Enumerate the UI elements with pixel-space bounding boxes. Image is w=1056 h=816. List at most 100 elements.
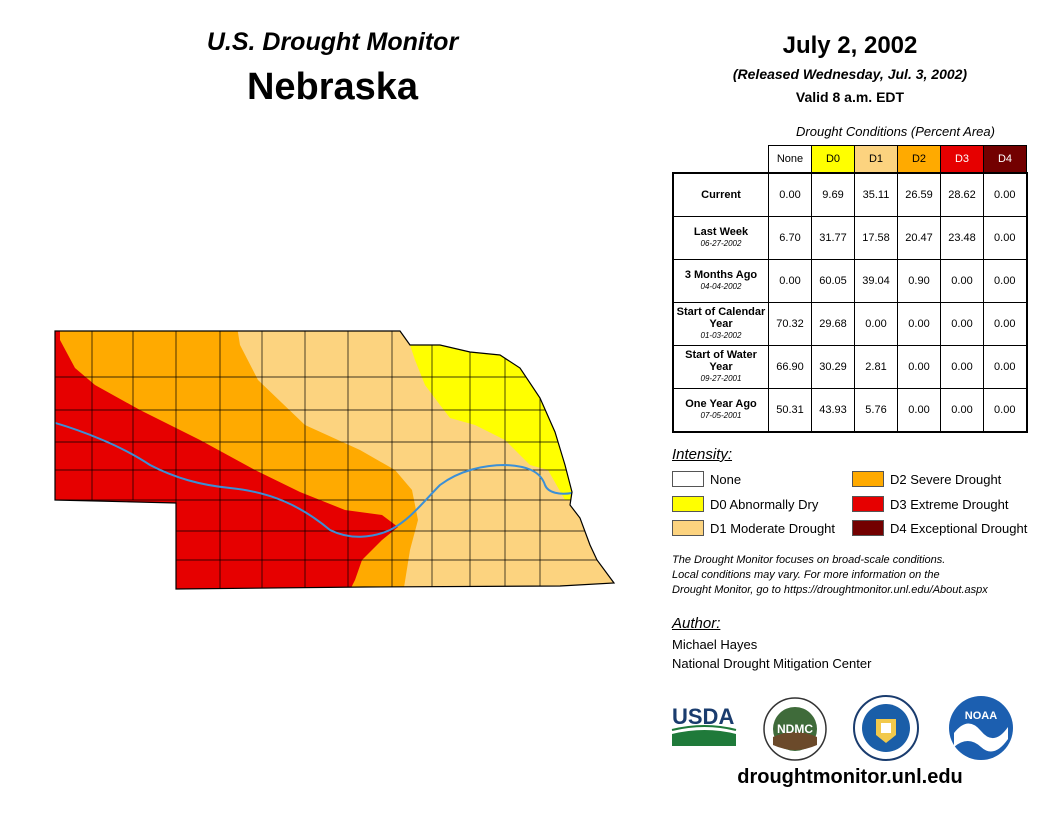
author-name: Michael Hayes <box>672 637 758 652</box>
cell: 0.00 <box>940 302 984 346</box>
cell: 50.31 <box>768 388 812 433</box>
table-row: One Year Ago 07-05-2001 50.31 43.93 5.76 … <box>672 388 1028 433</box>
platte-river <box>55 421 573 538</box>
commerce-seal-logo <box>853 695 919 761</box>
disclaimer-line: Drought Monitor, go to https://droughtmo… <box>672 584 988 596</box>
noaa-logo: NOAA <box>949 696 1013 760</box>
legend-swatch <box>852 471 884 487</box>
row-label: Last Week 06-27-2002 <box>672 216 769 260</box>
cell: 0.00 <box>940 388 984 433</box>
table-corner <box>673 146 769 174</box>
cell: 17.58 <box>854 216 898 260</box>
table-row: 3 Months Ago 04-04-2002 0.00 60.05 39.04 … <box>672 259 1028 303</box>
cell: 23.48 <box>940 216 984 260</box>
legend-label: D0 Abnormally Dry <box>710 496 819 512</box>
col-header-d3: D3 <box>940 145 984 174</box>
cell: 39.04 <box>854 259 898 303</box>
cell: 0.00 <box>983 259 1028 303</box>
cell: 0.00 <box>983 302 1028 346</box>
legend-item-d2: D2 Severe Drought <box>852 471 1001 487</box>
cell: 31.77 <box>811 216 855 260</box>
col-header-none: None <box>768 145 812 174</box>
cell: 0.00 <box>768 172 812 217</box>
cell: 70.32 <box>768 302 812 346</box>
cell: 0.00 <box>854 302 898 346</box>
cell: 0.00 <box>983 388 1028 433</box>
legend-item-d1: D1 Moderate Drought <box>672 520 835 536</box>
table-row: Current 0.00 9.69 35.11 26.59 28.62 0.00 <box>672 172 1028 217</box>
table-row: Start of Calendar Year 01-03-2002 70.32 2… <box>672 302 1028 346</box>
row-label: Start of Water Year 09-27-2001 <box>672 345 769 389</box>
legend-item-d0: D0 Abnormally Dry <box>672 496 818 512</box>
nebraska-outline <box>54 330 616 590</box>
row-label: 3 Months Ago 04-04-2002 <box>672 259 769 303</box>
noaa-logo-text: NOAA <box>965 710 997 722</box>
row-label: One Year Ago 07-05-2001 <box>672 388 769 433</box>
cell: 30.29 <box>811 345 855 389</box>
legend-item-d3: D3 Extreme Drought <box>852 496 1009 512</box>
col-header-d4: D4 <box>983 145 1027 174</box>
usda-logo-text: USDA <box>672 704 734 729</box>
valid-time: Valid 8 a.m. EDT <box>795 89 905 105</box>
legend-swatch <box>672 471 704 487</box>
usda-logo: USDA <box>671 704 737 746</box>
drought-conditions-table: None D0 D1 D2 D3 D4 Current 0.00 9.69 35… <box>672 145 1028 433</box>
table-header-row: None D0 D1 D2 D3 D4 <box>673 145 1027 174</box>
cell: 0.00 <box>940 259 984 303</box>
website-url: droughtmonitor.unl.edu <box>737 766 963 788</box>
legend-label: D2 Severe Drought <box>890 471 1002 487</box>
legend-item-none: None <box>672 471 741 487</box>
cell: 28.62 <box>940 172 984 217</box>
state-name: Nebraska <box>246 66 419 108</box>
disclaimer-line: Local conditions may vary. For more info… <box>672 569 940 581</box>
legend-swatch <box>672 520 704 536</box>
disclaimer: The Drought Monitor focuses on broad-sca… <box>672 553 1042 598</box>
legend-label: None <box>710 471 742 487</box>
cell: 9.69 <box>811 172 855 217</box>
legend-label: D4 Exceptional Drought <box>890 520 1028 536</box>
legend-heading: Intensity: <box>672 446 733 463</box>
cell: 20.47 <box>897 216 941 260</box>
legend-label: D3 Extreme Drought <box>890 496 1009 512</box>
cell: 26.59 <box>897 172 941 217</box>
legend-swatch <box>852 520 884 536</box>
cell: 2.81 <box>854 345 898 389</box>
col-header-d2: D2 <box>897 145 941 174</box>
ndmc-logo-text: NDMC <box>777 722 813 736</box>
author-org: National Drought Mitigation Center <box>672 656 872 671</box>
cell: 0.90 <box>897 259 941 303</box>
ndmc-logo: NDMC <box>763 697 827 761</box>
cell: 60.05 <box>811 259 855 303</box>
table-row: Last Week 06-27-2002 6.70 31.77 17.58 20.… <box>672 216 1028 260</box>
map-date: July 2, 2002 <box>782 32 918 59</box>
cell: 0.00 <box>897 388 941 433</box>
cell: 6.70 <box>768 216 812 260</box>
legend-item-d4: D4 Exceptional Drought <box>852 520 1027 536</box>
table-caption: Drought Conditions (Percent Area) <box>796 124 995 139</box>
cell: 29.68 <box>811 302 855 346</box>
cell: 0.00 <box>768 259 812 303</box>
row-label: Start of Calendar Year 01-03-2002 <box>672 302 769 346</box>
legend-swatch <box>672 496 704 512</box>
legend-swatch <box>852 496 884 512</box>
col-header-d0: D0 <box>811 145 855 174</box>
nebraska-drought-map <box>54 330 616 590</box>
table-row: Start of Water Year 09-27-2001 66.90 30.2… <box>672 345 1028 389</box>
author-heading: Author: <box>672 615 721 632</box>
cell: 0.00 <box>983 216 1028 260</box>
map-title: U.S. Drought Monitor <box>206 28 459 56</box>
cell: 35.11 <box>854 172 898 217</box>
cell: 66.90 <box>768 345 812 389</box>
cell: 5.76 <box>854 388 898 433</box>
row-label: Current <box>672 172 769 217</box>
cell: 43.93 <box>811 388 855 433</box>
cell: 0.00 <box>983 345 1028 389</box>
cell: 0.00 <box>897 302 941 346</box>
legend-label: D1 Moderate Drought <box>710 520 836 536</box>
cell: 0.00 <box>983 172 1028 217</box>
disclaimer-line: The Drought Monitor focuses on broad-sca… <box>672 554 946 566</box>
cell: 0.00 <box>897 345 941 389</box>
release-date: (Released Wednesday, Jul. 3, 2002) <box>732 66 968 82</box>
col-header-d1: D1 <box>854 145 898 174</box>
cell: 0.00 <box>940 345 984 389</box>
